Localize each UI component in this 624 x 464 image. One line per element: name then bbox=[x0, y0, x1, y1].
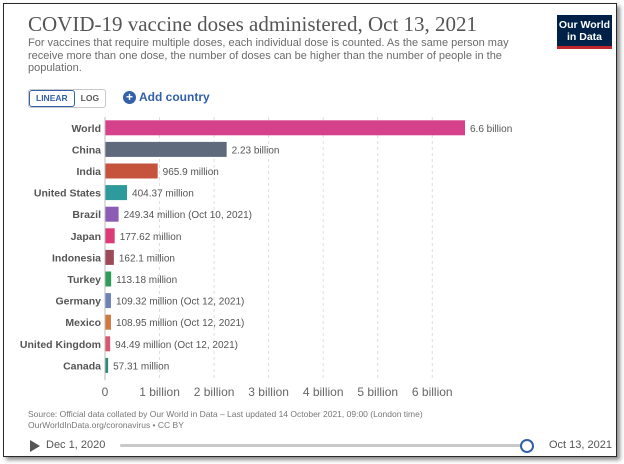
value-label: 965.9 million bbox=[163, 167, 219, 178]
bar bbox=[105, 271, 112, 287]
x-tick-label: 0 bbox=[102, 385, 109, 399]
category-label: Japan bbox=[71, 231, 101, 243]
bar bbox=[105, 357, 109, 373]
x-tick-label: 1 billion bbox=[139, 385, 180, 399]
bar bbox=[105, 141, 227, 157]
linear-button[interactable]: LINEAR bbox=[29, 90, 75, 107]
value-label: 113.18 million bbox=[116, 275, 177, 286]
bar bbox=[105, 336, 111, 352]
category-label: Mexico bbox=[65, 317, 101, 329]
category-label: India bbox=[76, 166, 101, 178]
bar bbox=[105, 120, 465, 136]
logo-line1: Our World bbox=[558, 18, 611, 31]
value-label: 404.37 million bbox=[132, 189, 194, 200]
x-tick-label: 6 billion bbox=[412, 385, 453, 399]
category-label: United States bbox=[34, 188, 101, 200]
category-label: Canada bbox=[63, 360, 101, 372]
timeline-handle[interactable] bbox=[520, 439, 534, 453]
bar bbox=[105, 293, 111, 309]
chart-frame: COVID-19 vaccine doses administered, Oct… bbox=[3, 3, 617, 457]
timeline-end-label: Oct 13, 2021 bbox=[549, 439, 612, 451]
timeline: Dec 1, 2020 Oct 13, 2021 bbox=[28, 436, 612, 456]
x-tick-label: 4 billion bbox=[303, 385, 344, 399]
value-label: 177.62 million bbox=[120, 232, 182, 243]
value-label: 2.23 billion bbox=[232, 145, 280, 156]
value-label: 94.49 million (Oct 12, 2021) bbox=[115, 340, 238, 351]
plus-icon: + bbox=[123, 90, 136, 104]
bar bbox=[105, 228, 115, 244]
add-country-label: Add country bbox=[139, 90, 210, 104]
play-icon[interactable] bbox=[30, 440, 40, 452]
bar bbox=[105, 249, 114, 265]
chart-title: COVID-19 vaccine doses administered, Oct… bbox=[28, 12, 478, 36]
bar bbox=[105, 163, 158, 179]
log-button[interactable]: LOG bbox=[80, 93, 100, 103]
source-line1: Source: Official data collated by Our Wo… bbox=[28, 409, 423, 419]
category-label: China bbox=[72, 144, 101, 156]
category-label: World bbox=[71, 123, 101, 135]
category-label: Indonesia bbox=[52, 252, 101, 264]
scale-toggle: LINEAR LOG bbox=[28, 89, 107, 108]
owid-logo[interactable]: Our World in Data bbox=[557, 15, 612, 49]
category-label: Germany bbox=[55, 296, 101, 308]
bar bbox=[105, 314, 111, 330]
chart-subtitle: For vaccines that require multiple doses… bbox=[28, 37, 509, 74]
category-label: Turkey bbox=[67, 274, 101, 286]
add-country-button[interactable]: + Add country bbox=[123, 90, 210, 104]
value-label: 57.31 million bbox=[113, 361, 169, 372]
bar bbox=[105, 206, 119, 222]
category-label: United Kingdom bbox=[20, 339, 101, 351]
x-tick-label: 3 billion bbox=[248, 385, 289, 399]
timeline-start-label: Dec 1, 2020 bbox=[46, 439, 106, 451]
value-label: 249.34 million (Oct 10, 2021) bbox=[124, 210, 252, 221]
value-label: 6.6 billion bbox=[470, 124, 512, 135]
category-label: Brazil bbox=[72, 209, 101, 221]
x-tick-label: 5 billion bbox=[357, 385, 398, 399]
value-label: 162.1 million bbox=[119, 253, 175, 264]
bar bbox=[105, 185, 128, 201]
value-label: 109.32 million (Oct 12, 2021) bbox=[116, 297, 244, 308]
source-line2: OurWorldInData.org/coronavirus • CC BY bbox=[28, 420, 184, 430]
value-label: 108.95 million (Oct 12, 2021) bbox=[116, 318, 244, 329]
logo-line2: in Data bbox=[566, 30, 602, 43]
x-tick-label: 2 billion bbox=[194, 385, 235, 399]
source-note: Source: Official data collated by Our Wo… bbox=[28, 409, 608, 431]
timeline-track[interactable] bbox=[120, 444, 525, 447]
bar-chart: 0 1 billion 2 billion 3 billion 4 billion 5 b… bbox=[20, 117, 512, 399]
